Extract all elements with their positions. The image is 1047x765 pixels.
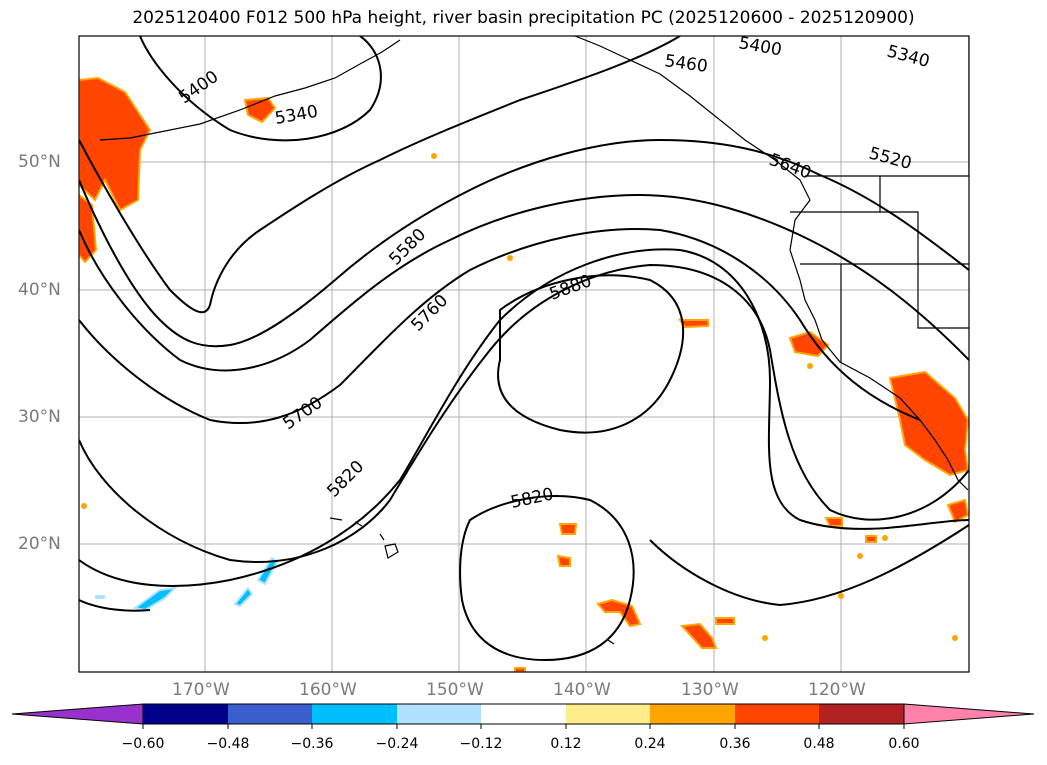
lon-label: 140°W xyxy=(553,680,611,700)
colorbar-segment xyxy=(481,704,566,724)
map-frame xyxy=(78,35,970,673)
colorbar-segment xyxy=(312,704,397,724)
colorbar-segment xyxy=(650,704,735,724)
colorbar-tick-label: −0.36 xyxy=(290,736,334,752)
colorbar-tick-label: −0.48 xyxy=(206,736,250,752)
coastlines xyxy=(99,36,969,645)
colorbar-tick-label: 0.36 xyxy=(719,736,751,752)
colorbar-tick-label: 0.24 xyxy=(634,736,666,752)
colorbar-tick-label: 0.60 xyxy=(888,736,920,752)
map-background xyxy=(79,36,969,672)
colorbar-segment xyxy=(735,704,819,724)
lon-label: 160°W xyxy=(299,680,357,700)
colorbar-tick-label: −0.24 xyxy=(375,736,419,752)
colorbar-segment xyxy=(819,704,904,724)
lon-label: 150°W xyxy=(426,680,484,700)
colorbar-segment xyxy=(397,704,481,724)
lon-label: 170°W xyxy=(172,680,230,700)
colorbar-low-extend xyxy=(11,703,144,725)
lon-label: 120°W xyxy=(808,680,866,700)
colorbar-high-extend xyxy=(903,703,1035,725)
colorbar-segment xyxy=(566,704,650,724)
colorbar-tick-label: −0.60 xyxy=(121,736,165,752)
colorbar xyxy=(11,703,1035,729)
map-title: 2025120400 F012 500 hPa height, river ba… xyxy=(132,8,915,28)
lat-label: 50°N xyxy=(18,152,61,172)
lat-label: 30°N xyxy=(18,407,61,427)
colorbar-tick-label: −0.12 xyxy=(459,736,503,752)
colorbar-tick-label: 0.12 xyxy=(550,736,582,752)
lat-label: 20°N xyxy=(18,534,61,554)
precip-negative-shading xyxy=(95,556,279,612)
lon-label: 130°W xyxy=(681,680,739,700)
precip-small-dots xyxy=(81,153,958,641)
precip-positive-shading xyxy=(79,76,969,672)
colorbar-segment xyxy=(228,704,312,724)
colorbar-segment xyxy=(143,704,228,724)
lat-label: 40°N xyxy=(18,280,61,300)
height-contours xyxy=(79,36,969,662)
colorbar-tick-label: 0.48 xyxy=(803,736,835,752)
